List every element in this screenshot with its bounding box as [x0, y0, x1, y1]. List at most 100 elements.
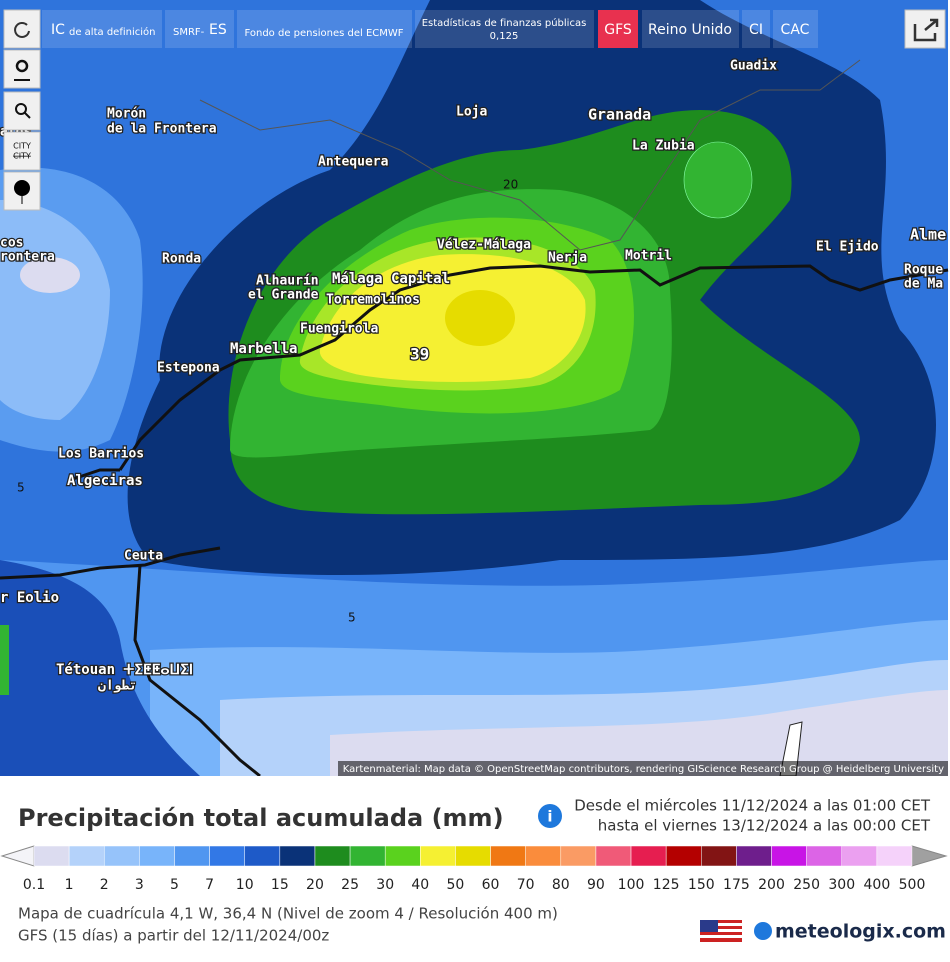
legend-swatch — [209, 845, 245, 867]
icon — [15, 103, 27, 115]
legend-swatch — [349, 845, 386, 867]
legend-tick-label: 150 — [688, 877, 715, 893]
place: Granada — [588, 106, 651, 124]
refresh-button[interactable] — [3, 9, 41, 49]
legend-swatch — [665, 845, 702, 867]
place: Alhaurín — [256, 274, 319, 289]
coastline — [133, 564, 261, 778]
place: Torremolinos — [326, 293, 420, 308]
place: Antequera — [318, 155, 389, 170]
place: El Ejido — [816, 240, 879, 255]
legend-tick-label: 175 — [723, 877, 750, 893]
border — [199, 59, 861, 251]
legend-tick-label: 70 — [517, 877, 535, 893]
legend-tick-label: 250 — [793, 877, 820, 893]
footer-bg — [0, 776, 950, 958]
legend-swatch — [560, 845, 597, 867]
place: Nerja — [548, 251, 587, 266]
city-label: CITY — [13, 142, 31, 151]
flag-stripe — [700, 929, 742, 932]
place: Morón — [107, 107, 146, 122]
legend-tick-label: 2 — [100, 877, 109, 893]
legend-swatch — [68, 845, 105, 867]
legend-tick-label: 15 — [271, 877, 289, 893]
place: Roque — [904, 263, 943, 278]
tab-label: de alta definición — [69, 26, 155, 38]
legend-swatch — [420, 845, 456, 867]
place: Fuengirola — [300, 322, 378, 337]
date-from: Desde el miércoles 11/12/2024 a las 01:0… — [574, 797, 931, 815]
coastline — [0, 546, 221, 580]
legend-tick-label: 100 — [618, 877, 645, 893]
tab-label: Fondo de pensiones del ECMWF — [244, 28, 403, 39]
legend-tick-label: 5 — [170, 877, 179, 893]
location-button[interactable] — [3, 49, 41, 89]
place: Los Barrios — [58, 447, 144, 462]
tab-gfs[interactable] — [598, 10, 638, 48]
legend-tick-label: 30 — [376, 877, 394, 893]
flag — [700, 920, 742, 942]
contour-label: 5 — [348, 611, 356, 625]
legend-swatch — [876, 845, 913, 867]
area — [0, 200, 110, 420]
info-button[interactable] — [538, 804, 562, 828]
tab-uk[interactable] — [642, 10, 739, 48]
area — [20, 257, 80, 293]
place: Estepona — [157, 361, 220, 376]
zoom-button[interactable] — [3, 91, 41, 131]
icon — [14, 180, 30, 196]
attribution: Kartenmaterial: Map data © OpenStreetMap… — [343, 764, 944, 775]
legend-tick-label: 7 — [205, 877, 214, 893]
tab-cac[interactable] — [773, 10, 818, 48]
tab-smrf[interactable] — [165, 10, 234, 48]
legend-title: Precipitación total acumulada (mm) — [18, 804, 504, 832]
legend-swatch — [771, 845, 807, 867]
legend-swatch — [244, 845, 281, 867]
place: Loja — [456, 105, 487, 120]
date-to: hasta el viernes 13/12/2024 a las 00:00 … — [598, 817, 931, 835]
legend-tick-label: 400 — [864, 877, 891, 893]
tab-hd[interactable] — [42, 10, 162, 48]
place: r Eolio — [0, 590, 59, 606]
tab-label: SMRF- — [173, 27, 205, 38]
flag-stripe — [700, 935, 742, 938]
coastline — [118, 264, 949, 471]
tab-label: Estadísticas de finanzas públicas — [422, 17, 587, 29]
place: Guadix — [730, 59, 777, 74]
tab-label: IC — [51, 22, 65, 38]
tab-ci[interactable] — [742, 10, 770, 48]
icon — [913, 18, 939, 42]
legend: 0.1 1 2 3 5 7 10 15 20 25 30 40 50 60 70 80 90 100 125 150 1… — [0, 845, 948, 893]
legend-swatch — [525, 845, 562, 867]
legend-swatch — [630, 845, 667, 867]
legend-swatch — [174, 845, 210, 867]
tab-ecmwf[interactable] — [237, 10, 412, 48]
tab-label: Reino Unido — [648, 22, 732, 38]
tab-stats[interactable] — [415, 10, 594, 48]
attribution-bg — [338, 761, 948, 776]
place: Ronda — [162, 252, 201, 267]
legend-swatch — [384, 845, 421, 867]
place: Málaga Capital — [332, 271, 450, 287]
legend-swatch — [595, 845, 632, 867]
place: cos — [0, 236, 23, 251]
legend-tick-label: 200 — [758, 877, 785, 893]
place: تطوان — [98, 679, 137, 694]
area — [683, 141, 753, 219]
flag-stripe — [700, 923, 742, 926]
city-button[interactable] — [3, 131, 41, 171]
icon: i — [547, 808, 552, 826]
icon — [15, 59, 29, 73]
contour-label: 20 — [503, 178, 518, 192]
place: Motril — [625, 249, 672, 264]
model-info: GFS (15 días) a partir del 12/11/2024/00… — [18, 927, 329, 945]
tab-label: GFS — [604, 22, 632, 38]
legend-tick-label: 25 — [341, 877, 359, 893]
contour-label: 5 — [17, 481, 25, 495]
legend-tick-label: 125 — [653, 877, 680, 893]
icon — [14, 22, 30, 38]
legend-tick-label: 3 — [135, 877, 144, 893]
legend-tick-label: 300 — [828, 877, 855, 893]
tab-label: CAC — [781, 22, 810, 38]
